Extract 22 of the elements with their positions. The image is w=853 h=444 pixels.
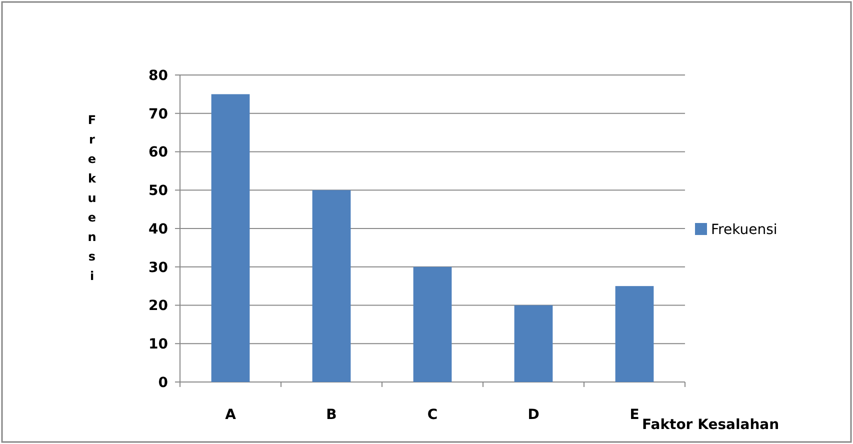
x-axis-title: Faktor Kesalahan [642,417,780,433]
legend-label: Frekuensi [711,222,778,238]
y-tick-label: 60 [148,144,168,161]
text: Frekuensi [88,113,96,283]
y-tick-label: 30 [148,260,168,276]
x-tick-label: D [528,407,540,423]
bar [514,305,553,382]
x-tick-label: E [630,407,640,423]
bar [211,94,250,382]
y-tick-label: 10 [148,336,168,353]
bar [615,286,654,382]
bar [413,266,452,382]
y-tick-label: 40 [148,221,168,238]
y-tick-label: 70 [148,106,168,122]
bar [312,190,351,382]
x-tick-label: B [326,407,337,423]
x-tick-label: A [225,407,236,423]
x-tick-label: C [427,407,438,423]
y-tick-label: 0 [158,374,168,391]
y-tick-label: 20 [148,298,168,314]
y-tick-label: 80 [148,68,168,84]
y-tick-label: 50 [148,183,168,200]
